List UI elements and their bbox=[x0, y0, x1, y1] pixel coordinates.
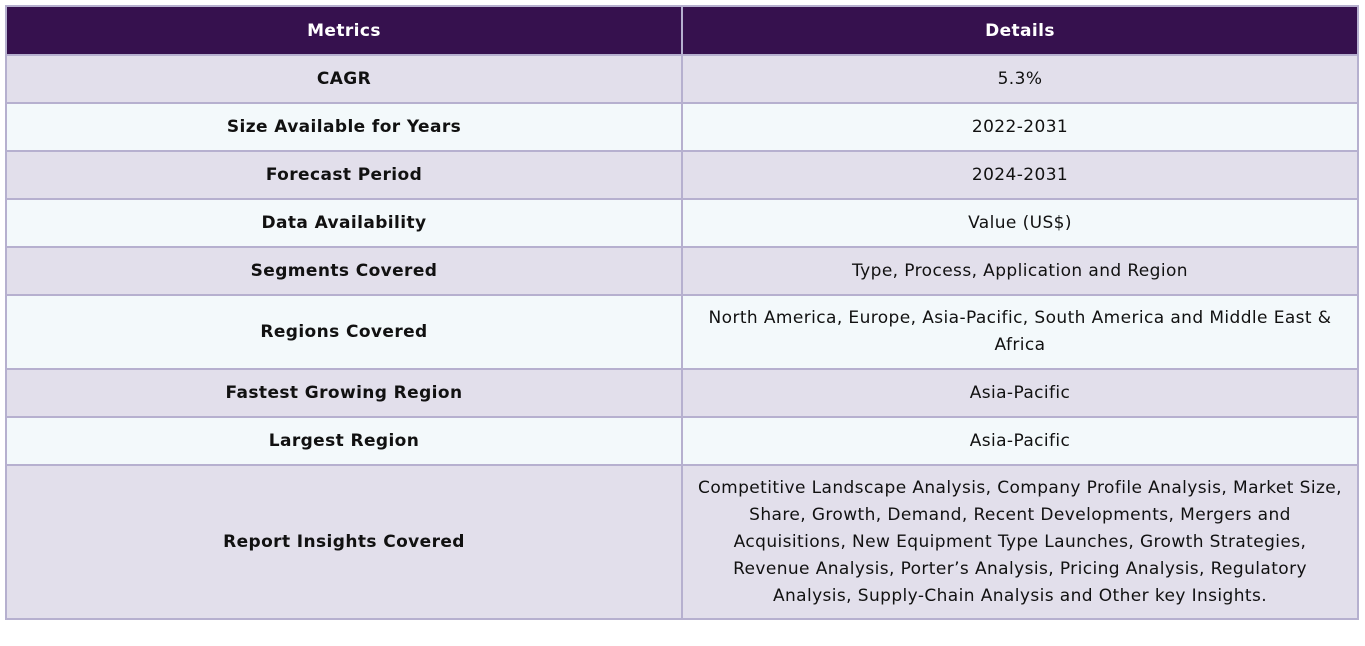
detail-cell: 2024-2031 bbox=[681, 150, 1359, 200]
table-row: Size Available for Years 2022-2031 bbox=[5, 102, 1359, 152]
metric-cell: Data Availability bbox=[5, 198, 683, 248]
detail-cell: North America, Europe, Asia-Pacific, Sou… bbox=[681, 294, 1359, 370]
detail-cell: Asia-Pacific bbox=[681, 368, 1359, 418]
metrics-table: Metrics Details CAGR 5.3% Size Available… bbox=[5, 5, 1359, 620]
header-details: Details bbox=[681, 5, 1359, 56]
metric-cell: Largest Region bbox=[5, 416, 683, 466]
metric-cell: CAGR bbox=[5, 54, 683, 104]
table-row: Forecast Period 2024-2031 bbox=[5, 150, 1359, 200]
metric-cell: Report Insights Covered bbox=[5, 464, 683, 620]
detail-cell: Competitive Landscape Analysis, Company … bbox=[681, 464, 1359, 620]
metric-cell: Fastest Growing Region bbox=[5, 368, 683, 418]
header-metrics: Metrics bbox=[5, 5, 683, 56]
metric-cell: Segments Covered bbox=[5, 246, 683, 296]
metric-cell: Regions Covered bbox=[5, 294, 683, 370]
detail-cell: Value (US$) bbox=[681, 198, 1359, 248]
table-row: Segments Covered Type, Process, Applicat… bbox=[5, 246, 1359, 296]
detail-cell: Type, Process, Application and Region bbox=[681, 246, 1359, 296]
metrics-table-container: Metrics Details CAGR 5.3% Size Available… bbox=[5, 5, 1359, 620]
detail-cell: 2022-2031 bbox=[681, 102, 1359, 152]
table-row: Report Insights Covered Competitive Land… bbox=[5, 464, 1359, 620]
table-row: Data Availability Value (US$) bbox=[5, 198, 1359, 248]
metric-cell: Size Available for Years bbox=[5, 102, 683, 152]
detail-cell: 5.3% bbox=[681, 54, 1359, 104]
metric-cell: Forecast Period bbox=[5, 150, 683, 200]
table-row: Largest Region Asia-Pacific bbox=[5, 416, 1359, 466]
table-header-row: Metrics Details bbox=[5, 5, 1359, 56]
table-row: Fastest Growing Region Asia-Pacific bbox=[5, 368, 1359, 418]
detail-cell: Asia-Pacific bbox=[681, 416, 1359, 466]
table-row: CAGR 5.3% bbox=[5, 54, 1359, 104]
table-row: Regions Covered North America, Europe, A… bbox=[5, 294, 1359, 370]
